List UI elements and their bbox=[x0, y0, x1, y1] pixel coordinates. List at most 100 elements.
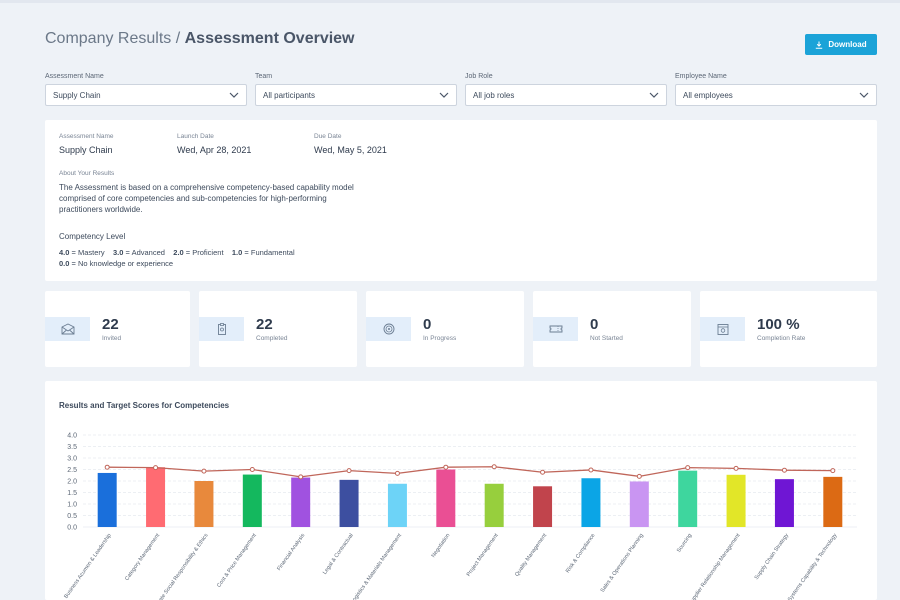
x-tick-label: Financial Analysis bbox=[276, 533, 306, 572]
level-fundamental: 1.0 = Fundamental bbox=[231, 248, 295, 257]
stat-completion-rate: 100 % Completion Rate bbox=[700, 291, 877, 367]
target-point bbox=[830, 468, 836, 474]
x-tick-label: Sales & Operations Planning bbox=[600, 533, 645, 594]
result-bar bbox=[436, 469, 456, 527]
y-tick-label: 1.5 bbox=[67, 490, 77, 497]
filter-label: Employee Name bbox=[675, 73, 727, 80]
x-tick-label: Sourcing bbox=[676, 533, 693, 554]
target-point bbox=[636, 473, 642, 479]
select-value: All participants bbox=[263, 90, 316, 100]
result-bar bbox=[629, 481, 649, 527]
result-bar bbox=[484, 483, 504, 527]
target-point bbox=[588, 467, 594, 473]
top-border bbox=[0, 0, 900, 3]
employee-name-select[interactable]: All employees bbox=[675, 84, 877, 106]
y-tick-label: 4.0 bbox=[67, 433, 77, 440]
assessment-name-select[interactable]: Supply Chain bbox=[45, 84, 247, 106]
level-mastery: 4.0 = Mastery bbox=[59, 248, 105, 257]
target-point bbox=[249, 467, 255, 472]
filter-assessment-name: Assessment Name Supply Chain bbox=[45, 73, 247, 106]
result-bar bbox=[387, 483, 407, 527]
filter-team: Team All participants bbox=[255, 73, 457, 106]
x-tick-label: Corporate Social Responsibility & Ethics bbox=[148, 533, 209, 600]
competency-level-label: Competency Level bbox=[59, 232, 126, 241]
download-label: Download bbox=[828, 40, 867, 49]
result-bar bbox=[533, 486, 553, 527]
team-select[interactable]: All participants bbox=[255, 84, 457, 106]
result-bar bbox=[774, 479, 794, 527]
about-label: About Your Results bbox=[59, 170, 115, 177]
stat-label: Completed bbox=[256, 335, 288, 342]
breadcrumb-root[interactable]: Company Results bbox=[45, 30, 172, 47]
competency-chart-card: Results and Target Scores for Competenci… bbox=[45, 381, 877, 600]
stat-label: Completion Rate bbox=[757, 335, 806, 342]
calendar-icon bbox=[700, 317, 745, 341]
target-point bbox=[346, 468, 352, 474]
y-tick-label: 2.5 bbox=[67, 467, 77, 474]
result-bar bbox=[146, 467, 166, 527]
select-value: All employees bbox=[683, 90, 733, 100]
target-point bbox=[443, 464, 449, 470]
filter-label: Job Role bbox=[465, 73, 493, 80]
y-tick-label: 1.0 bbox=[67, 502, 77, 509]
x-tick-label: Cost & Price Management bbox=[216, 532, 258, 588]
level-advanced: 3.0 = Advanced bbox=[113, 248, 165, 257]
meta-value: Wed, Apr 28, 2021 bbox=[177, 145, 252, 155]
meta-label: Assessment Name bbox=[59, 133, 114, 140]
x-tick-label: Legal & Contractual bbox=[322, 533, 355, 576]
result-bar bbox=[581, 478, 601, 527]
breadcrumb-separator: / bbox=[171, 30, 185, 47]
x-tick-label: Risk & Compliance bbox=[565, 533, 597, 575]
due-date-meta: Due Date Wed, May 5, 2021 bbox=[314, 133, 387, 155]
job-role-select[interactable]: All job roles bbox=[465, 84, 667, 106]
x-tick-label: Category Management bbox=[124, 532, 161, 582]
stat-not-started: 0 Not Started bbox=[533, 291, 691, 367]
y-tick-label: 0.0 bbox=[67, 525, 77, 532]
y-tick-label: 3.5 bbox=[67, 444, 77, 451]
download-button[interactable]: Download bbox=[805, 34, 877, 55]
target-point bbox=[201, 468, 207, 474]
assessment-name-meta: Assessment Name Supply Chain bbox=[59, 133, 114, 155]
filter-employee-name: Employee Name All employees bbox=[675, 73, 877, 106]
stat-label: Invited bbox=[102, 335, 122, 342]
x-tick-label: Project Management bbox=[466, 532, 500, 577]
x-tick-label: Logistics & Materials Management bbox=[350, 532, 403, 600]
target-point bbox=[394, 470, 400, 476]
ticket-icon bbox=[533, 317, 578, 341]
launch-date-meta: Launch Date Wed, Apr 28, 2021 bbox=[177, 133, 251, 155]
y-tick-label: 3.0 bbox=[67, 456, 77, 463]
level-proficient: 2.0 = Proficient bbox=[173, 248, 224, 257]
select-value: All job roles bbox=[473, 90, 515, 100]
result-bar bbox=[823, 476, 843, 527]
page-title-text: Assessment Overview bbox=[184, 30, 355, 47]
stat-value: 22 bbox=[102, 316, 119, 333]
x-tick-label: Supplier Relationship Management bbox=[688, 532, 742, 600]
meta-value: Wed, May 5, 2021 bbox=[314, 145, 387, 155]
about-text: The Assessment is based on a comprehensi… bbox=[59, 183, 354, 214]
target-icon bbox=[366, 317, 411, 341]
chevron-down-icon bbox=[439, 92, 449, 98]
target-point bbox=[781, 467, 787, 473]
x-tick-label: Systems Capability & Technology bbox=[787, 533, 839, 600]
download-icon bbox=[816, 41, 823, 49]
result-bar bbox=[291, 477, 311, 527]
clipboard-icon bbox=[199, 317, 244, 341]
meta-label: Due Date bbox=[314, 133, 342, 140]
result-bar bbox=[339, 479, 359, 527]
competency-chart: 0.0 0.5 1.0 1.5 2.0 2.5 3.0 3.5 4.0 Business Acum… bbox=[63, 433, 857, 600]
x-tick-label: Quality Management bbox=[514, 532, 548, 577]
target-point bbox=[733, 465, 739, 471]
y-tick-label: 0.5 bbox=[67, 513, 77, 520]
filter-label: Assessment Name bbox=[45, 73, 104, 80]
filter-label: Team bbox=[255, 73, 273, 80]
target-point bbox=[104, 464, 110, 470]
level-no-knowledge: 0.0 = No knowledge or experience bbox=[59, 258, 174, 268]
stat-value: 100 % bbox=[757, 316, 800, 333]
chevron-down-icon bbox=[229, 92, 239, 98]
x-tick-label: Business Acumen & Leadership bbox=[63, 533, 112, 600]
result-bar bbox=[194, 481, 214, 527]
x-tick-label: Supply Chain Strategy bbox=[754, 533, 790, 581]
chart-title: Results and Target Scores for Competenci… bbox=[59, 401, 230, 410]
stat-value: 0 bbox=[423, 316, 432, 333]
result-bar bbox=[242, 474, 262, 527]
